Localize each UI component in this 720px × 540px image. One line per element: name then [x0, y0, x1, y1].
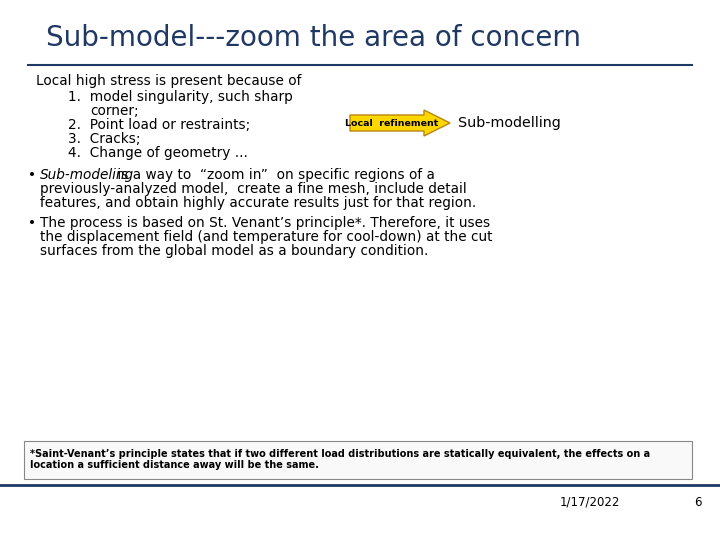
Text: location a sufficient distance away will be the same.: location a sufficient distance away will…: [30, 460, 319, 470]
Text: Sub-modeling: Sub-modeling: [40, 168, 134, 182]
Text: is a way to  “zoom in”  on specific regions of a: is a way to “zoom in” on specific region…: [113, 168, 435, 182]
Text: •: •: [28, 216, 36, 230]
Text: 6: 6: [694, 496, 702, 509]
Text: features, and obtain highly accurate results just for that region.: features, and obtain highly accurate res…: [40, 196, 476, 210]
Text: 3.  Cracks;: 3. Cracks;: [68, 132, 140, 146]
Text: the displacement field (and temperature for cool-down) at the cut: the displacement field (and temperature …: [40, 230, 492, 244]
Text: Sub-modelling: Sub-modelling: [458, 116, 561, 130]
Text: 4.  Change of geometry ...: 4. Change of geometry ...: [68, 146, 248, 160]
Text: previously-analyzed model,  create a fine mesh, include detail: previously-analyzed model, create a fine…: [40, 182, 467, 196]
FancyBboxPatch shape: [24, 441, 692, 479]
Text: Local high stress is present because of: Local high stress is present because of: [36, 74, 302, 88]
Text: 2.  Point load or restraints;: 2. Point load or restraints;: [68, 118, 251, 132]
Polygon shape: [350, 110, 450, 136]
Text: *Saint-Venant’s principle states that if two different load distributions are st: *Saint-Venant’s principle states that if…: [30, 449, 650, 459]
Text: The process is based on St. Venant’s principle*. Therefore, it uses: The process is based on St. Venant’s pri…: [40, 216, 490, 230]
Text: corner;: corner;: [90, 104, 139, 118]
Text: surfaces from the global model as a boundary condition.: surfaces from the global model as a boun…: [40, 244, 428, 258]
Text: 1.  model singularity, such sharp: 1. model singularity, such sharp: [68, 90, 293, 104]
Text: •: •: [28, 168, 36, 182]
Text: 1/17/2022: 1/17/2022: [560, 496, 621, 509]
Text: Local  refinement: Local refinement: [346, 118, 438, 127]
Text: Sub-model---zoom the area of concern: Sub-model---zoom the area of concern: [46, 24, 581, 52]
